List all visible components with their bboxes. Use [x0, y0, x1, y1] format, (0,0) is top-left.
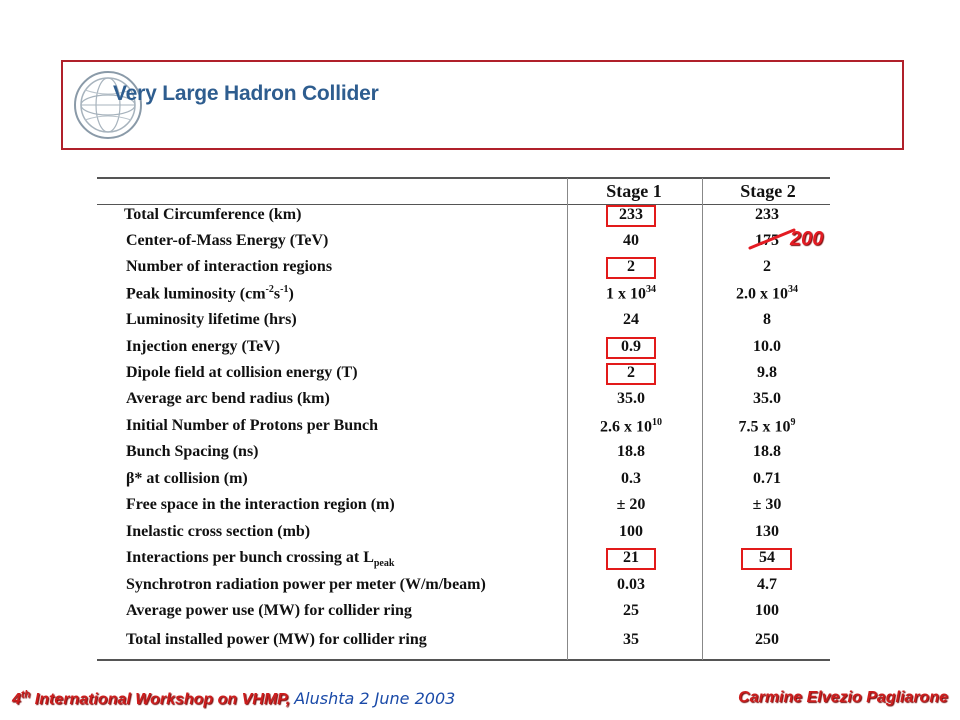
stage1-value: 35.0 — [617, 390, 645, 407]
stage1-value: 35 — [623, 631, 639, 648]
table-row: Injection energy (TeV) 0.9 10.0 — [0, 338, 960, 364]
highlight-box — [606, 257, 656, 279]
stage1-value: 2 — [627, 364, 635, 381]
column-header-stage1: Stage 1 — [606, 181, 662, 201]
table-row: Synchrotron radiation power per meter (W… — [0, 576, 960, 602]
row-label: Peak luminosity (cm-2s-1) — [126, 284, 294, 303]
highlight-box — [741, 548, 792, 570]
row-label: Total installed power (MW) for collider … — [126, 631, 427, 648]
table-top-rule — [97, 177, 830, 179]
stage2-value: 35.0 — [753, 390, 781, 407]
stage1-value: 0.3 — [621, 470, 641, 487]
globe-icon — [74, 71, 142, 139]
table-bottom-rule — [97, 659, 830, 661]
stage1-value: 100 — [619, 523, 643, 540]
stage1-value: 1 x 1034 — [606, 284, 656, 303]
row-label: Average arc bend radius (km) — [126, 390, 330, 407]
table-row: Total Circumference (km) 233 233 — [0, 206, 960, 232]
stage2-value: 130 — [755, 523, 779, 540]
stage2-value: 7.5 x 109 — [738, 417, 796, 436]
stage1-value: 0.03 — [617, 576, 645, 593]
row-label: Free space in the interaction region (m) — [126, 496, 395, 513]
table-row: Luminosity lifetime (hrs) 24 8 — [0, 311, 960, 337]
footer-author: Carmine Elvezio Pagliarone — [738, 689, 948, 706]
stage1-value: 233 — [619, 206, 643, 223]
stage2-value: 8 — [763, 311, 771, 328]
table-row: Average arc bend radius (km) 35.0 35.0 — [0, 390, 960, 416]
row-label: Interactions per bunch crossing at Lpeak — [126, 549, 395, 570]
table-row: Free space in the interaction region (m)… — [0, 496, 960, 522]
row-label: β* at collision (m) — [126, 470, 248, 487]
row-label: Synchrotron radiation power per meter (W… — [126, 576, 486, 593]
footer-workshop: 4th International Workshop on VHMP, Alush… — [12, 689, 456, 708]
stage2-value: 2 — [763, 258, 771, 275]
footer-date: Alushta 2 June 2003 — [294, 689, 456, 708]
stage1-value: 0.9 — [621, 338, 641, 355]
stage2-value: 233 — [755, 206, 779, 223]
row-label: Injection energy (TeV) — [126, 338, 281, 355]
stage2-value: 54 — [759, 549, 775, 566]
stage1-value: 25 — [623, 602, 639, 619]
stage2-value: 18.8 — [753, 443, 781, 460]
row-label: Bunch Spacing (ns) — [126, 443, 259, 460]
stage2-value: 10.0 — [753, 338, 781, 355]
table-row: Interactions per bunch crossing at Lpeak… — [0, 549, 960, 575]
table-header-rule — [97, 204, 830, 205]
row-label: Dipole field at collision energy (T) — [126, 364, 358, 381]
table-row: β* at collision (m) 0.3 0.71 — [0, 470, 960, 496]
table-row: Bunch Spacing (ns) 18.8 18.8 — [0, 443, 960, 469]
row-label: Number of interaction regions — [126, 258, 333, 275]
stage1-value: 40 — [623, 232, 639, 249]
table-column-divider — [567, 178, 568, 660]
table-row: Total installed power (MW) for collider … — [0, 631, 960, 657]
stage1-value: 21 — [623, 549, 639, 566]
highlight-box — [606, 363, 656, 385]
stage2-value: 100 — [755, 602, 779, 619]
header-title: Very Large Hadron Collider — [113, 82, 379, 105]
highlight-box — [606, 337, 656, 359]
table-row: Initial Number of Protons per Bunch 2.6 … — [0, 417, 960, 443]
table-row: Peak luminosity (cm-2s-1) 1 x 1034 2.0 x… — [0, 284, 960, 310]
stage2-value: 250 — [755, 631, 779, 648]
row-label: Luminosity lifetime (hrs) — [126, 311, 297, 328]
correction-value: 200 — [790, 228, 824, 250]
header-box: Very Large Hadron Collider — [61, 60, 904, 150]
table-row: Average power use (MW) for collider ring… — [0, 602, 960, 628]
stage2-value: 2.0 x 1034 — [736, 284, 798, 303]
table-column-divider — [702, 178, 703, 660]
stage1-value: 18.8 — [617, 443, 645, 460]
stage2-value: 4.7 — [757, 576, 777, 593]
table-row: Inelastic cross section (mb) 100 130 — [0, 523, 960, 549]
strike-through-mark — [748, 228, 796, 250]
stage2-value: 9.8 — [757, 364, 777, 381]
row-label: Center-of-Mass Energy (TeV) — [126, 232, 329, 249]
row-label: Total Circumference (km) — [124, 206, 302, 223]
column-header-stage2: Stage 2 — [740, 181, 796, 201]
stage1-value: ± 20 — [616, 496, 646, 513]
stage1-value: 2 — [627, 258, 635, 275]
row-label: Average power use (MW) for collider ring — [126, 602, 412, 619]
stage1-value: 2.6 x 1010 — [600, 417, 662, 436]
highlight-box — [606, 548, 656, 570]
stage2-value: 0.71 — [753, 470, 781, 487]
highlight-box — [606, 205, 656, 227]
stage1-value: 24 — [623, 311, 639, 328]
table-row: Number of interaction regions 2 2 — [0, 258, 960, 284]
row-label: Initial Number of Protons per Bunch — [126, 417, 379, 434]
stage2-value: ± 30 — [752, 496, 782, 513]
table-row: Dipole field at collision energy (T) 2 9… — [0, 364, 960, 390]
row-label: Inelastic cross section (mb) — [126, 523, 311, 540]
